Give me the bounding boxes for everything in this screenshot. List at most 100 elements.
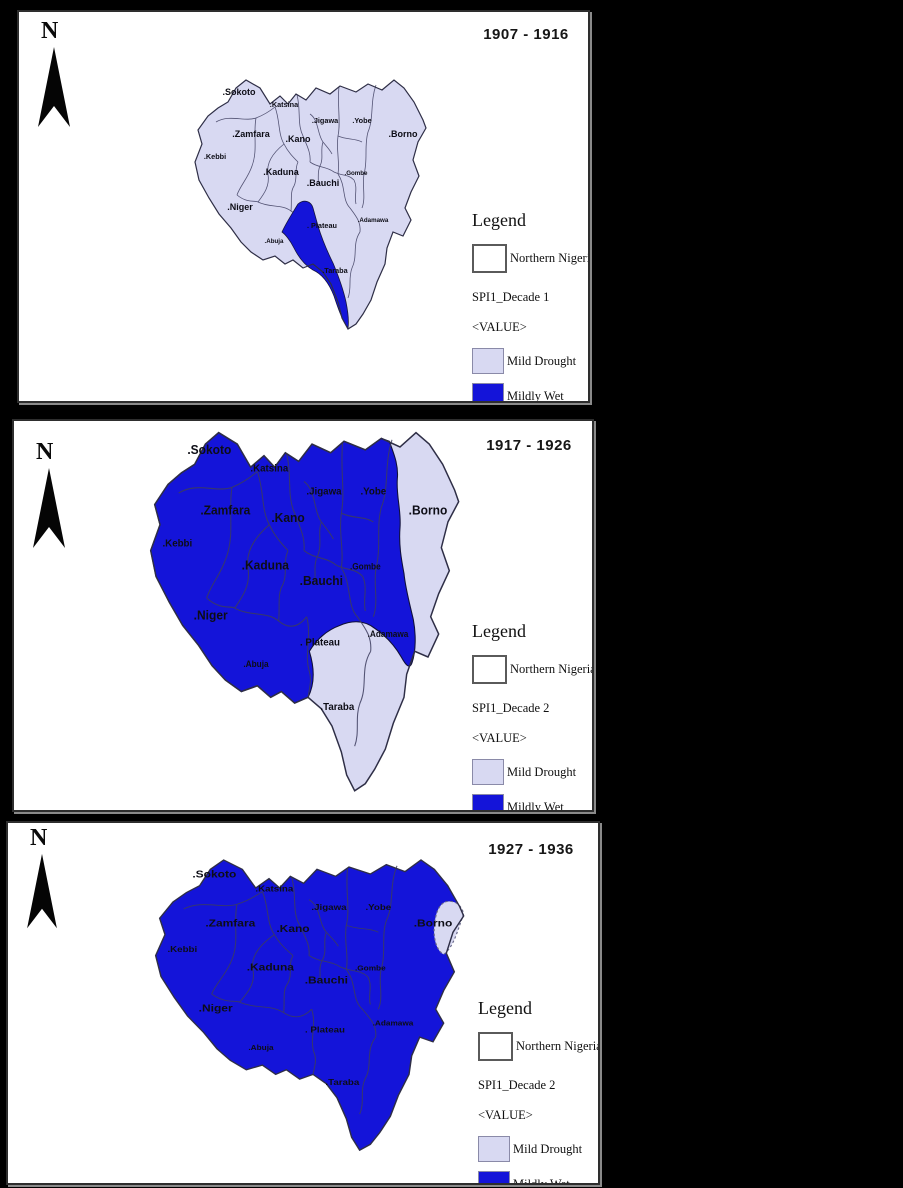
state-label-bauchi: .Bauchi bbox=[307, 178, 340, 188]
mildly-wet-swatch bbox=[472, 383, 504, 401]
map-panel-decade-3: 1927 - 1936 N .Sokoto .Katsina .Jigawa .Yob… bbox=[6, 821, 600, 1185]
spi-layer-label: SPI1_Decade 1 bbox=[472, 290, 550, 304]
legend-title: Legend bbox=[472, 210, 526, 230]
north-label: N bbox=[36, 439, 54, 465]
legend: Legend Northern Nigeria SPI1_Decade 2 <V… bbox=[478, 998, 600, 1185]
state-label-zamfara: .Zamfara bbox=[205, 918, 256, 929]
region-swatch bbox=[472, 655, 507, 684]
state-label-yobe: .Yobe bbox=[360, 486, 386, 497]
region-swatch bbox=[472, 244, 507, 273]
mild-drought-label: Mild Drought bbox=[507, 353, 577, 368]
state-label-adamawa: .Adamawa bbox=[358, 217, 389, 224]
state-label-gombe: .Gombe bbox=[350, 561, 381, 571]
panel-title: 1907 - 1916 bbox=[483, 26, 569, 43]
mildly-wet-swatch bbox=[478, 1171, 510, 1183]
state-label-abuja: .Abuja bbox=[243, 659, 268, 669]
legend-class-row: Mild Drought bbox=[472, 759, 592, 785]
state-label-kebbi: .Kebbi bbox=[162, 538, 192, 549]
state-label-borno: .Borno bbox=[389, 129, 418, 139]
state-label-adamawa: .Adamawa bbox=[373, 1019, 415, 1027]
legend-region-row: Northern Nigeria bbox=[472, 655, 594, 684]
legend-region-row: Northern Nigeria bbox=[472, 244, 590, 273]
region-swatch bbox=[478, 1032, 513, 1061]
state-label-jigawa: .Jigawa bbox=[312, 116, 339, 125]
nigeria-map-1907-1916: .Sokoto .Katsina .Jigawa .Yobe .Borno .Zamfar… bbox=[194, 79, 427, 330]
state-label-katsina: .Katsina bbox=[255, 884, 294, 893]
value-label: <VALUE> bbox=[472, 731, 527, 745]
state-label-kaduna: .Kaduna bbox=[247, 962, 295, 973]
state-label-niger: .Niger bbox=[199, 1003, 234, 1014]
mild-drought-label: Mild Drought bbox=[513, 1141, 583, 1156]
state-label-kaduna: .Kaduna bbox=[263, 167, 299, 177]
state-label-taraba: .Taraba bbox=[320, 702, 354, 713]
state-label-plateau: . Plateau bbox=[300, 637, 340, 648]
value-label: <VALUE> bbox=[478, 1108, 533, 1122]
mild-drought-swatch bbox=[478, 1136, 510, 1162]
spi-layer-label: SPI1_Decade 2 bbox=[478, 1078, 556, 1092]
state-label-kano: .Kano bbox=[276, 924, 309, 935]
nigeria-map-1917-1926: .Sokoto .Katsina .Jigawa .Yobe .Borno .Zamfar… bbox=[149, 431, 460, 792]
state-label-zamfara: .Zamfara bbox=[200, 503, 251, 518]
state-label-bauchi: .Bauchi bbox=[305, 975, 348, 986]
state-label-jigawa: .Jigawa bbox=[306, 486, 341, 497]
state-label-sokoto: .Sokoto bbox=[187, 443, 231, 458]
state-label-plateau: . Plateau bbox=[305, 1025, 345, 1034]
mild-drought-swatch bbox=[472, 348, 504, 374]
state-label-borno: .Borno bbox=[409, 503, 448, 518]
north-indicator: N bbox=[33, 18, 83, 131]
legend-class-row: Mild Drought bbox=[472, 348, 588, 374]
state-label-yobe: .Yobe bbox=[365, 903, 391, 912]
north-indicator: N bbox=[22, 825, 72, 932]
mildly-wet-label: Mildly Wet bbox=[507, 799, 564, 812]
legend: Legend Northern Nigeria SPI1_Decade 1 <V… bbox=[472, 210, 590, 403]
mildly-wet-swatch bbox=[472, 794, 504, 810]
state-label-zamfara: .Zamfara bbox=[232, 129, 271, 139]
state-label-sokoto: .Sokoto bbox=[192, 869, 236, 880]
region-label: Northern Nigeria bbox=[510, 662, 594, 676]
state-label-kaduna: .Kaduna bbox=[242, 558, 290, 573]
region-label: Northern Nigeria bbox=[510, 251, 590, 265]
state-label-adamawa: .Adamawa bbox=[368, 629, 409, 639]
state-label-bauchi: .Bauchi bbox=[300, 574, 343, 589]
mild-drought-label: Mild Drought bbox=[507, 764, 577, 779]
state-label-plateau: . Plateau bbox=[307, 221, 337, 230]
state-label-abuja: .Abuja bbox=[265, 238, 284, 245]
state-label-taraba: .Taraba bbox=[322, 266, 348, 275]
north-indicator: N bbox=[28, 439, 78, 552]
legend-class-row: Mildly Wet bbox=[472, 794, 592, 812]
map-panel-decade-1: 1907 - 1916 N .Sokoto .Katsina .Jigawa .Yob… bbox=[17, 10, 590, 403]
state-label-kebbi: .Kebbi bbox=[204, 152, 226, 161]
state-label-niger: .Niger bbox=[227, 202, 253, 212]
spi-layer-label: SPI1_Decade 2 bbox=[472, 701, 550, 715]
state-label-gombe: .Gombe bbox=[344, 170, 368, 177]
region-label: Northern Nigeria bbox=[516, 1039, 600, 1053]
state-label-yobe: .Yobe bbox=[352, 116, 371, 125]
mildly-wet-label: Mildly Wet bbox=[513, 1176, 570, 1185]
north-arrow-icon bbox=[33, 468, 65, 548]
north-arrow-icon bbox=[38, 47, 70, 127]
map-panel-decade-2: 1917 - 1926 N .Sokoto .Katsina .Jigawa .Yob… bbox=[12, 419, 594, 812]
mildly-wet-label: Mildly Wet bbox=[507, 388, 564, 403]
state-label-abuja: .Abuja bbox=[248, 1043, 274, 1051]
state-label-taraba: .Taraba bbox=[325, 1077, 360, 1086]
state-label-gombe: .Gombe bbox=[355, 964, 386, 972]
state-label-niger: .Niger bbox=[194, 608, 228, 623]
state-label-katsina: .Katsina bbox=[270, 100, 299, 109]
nigeria-map-1927-1936: .Sokoto .Katsina .Jigawa .Yobe .Borno .Zamfar… bbox=[154, 859, 465, 1151]
panel-title: 1927 - 1936 bbox=[488, 841, 574, 858]
panel-title: 1917 - 1926 bbox=[486, 437, 572, 454]
north-label: N bbox=[30, 825, 48, 851]
legend-class-row: Mildly Wet bbox=[478, 1171, 598, 1185]
mild-drought-swatch bbox=[472, 759, 504, 785]
legend-class-row: Mildly Wet bbox=[472, 383, 588, 403]
north-arrow-icon bbox=[27, 853, 57, 929]
state-label-borno: .Borno bbox=[414, 918, 453, 929]
legend-region-row: Northern Nigeria bbox=[478, 1032, 600, 1061]
state-label-sokoto: .Sokoto bbox=[223, 87, 257, 97]
legend-class-row: Mild Drought bbox=[478, 1136, 598, 1162]
state-label-kebbi: .Kebbi bbox=[167, 945, 197, 954]
legend: Legend Northern Nigeria SPI1_Decade 2 <V… bbox=[472, 621, 594, 812]
state-label-kano: .Kano bbox=[285, 134, 311, 144]
state-label-katsina: .Katsina bbox=[250, 463, 288, 474]
